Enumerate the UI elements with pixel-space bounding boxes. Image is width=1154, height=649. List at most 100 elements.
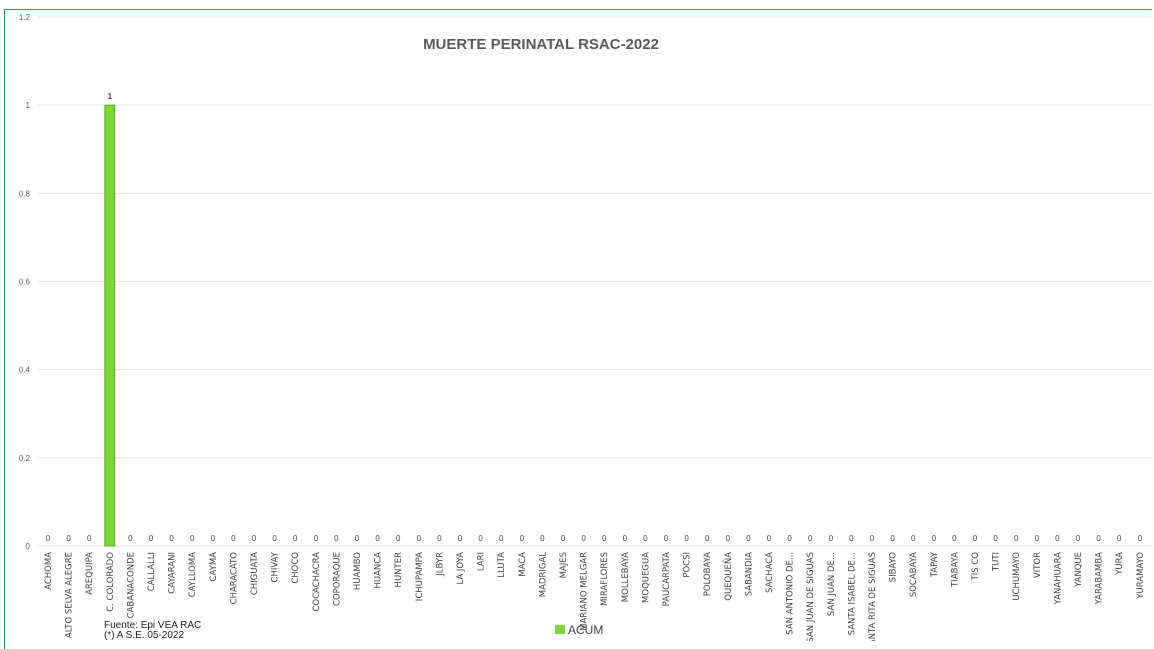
data-label: 0	[231, 534, 236, 543]
data-labels: 0 0 0 1 0 0 0 0 0 0 0 0 0 0 0 0 0 0 0 0 0 0 0 0 0 0 0 0 0 0 0 0 0 0 0 0 0 0 0 0…	[46, 92, 1143, 543]
data-label: 0	[664, 534, 669, 543]
data-label: 1	[108, 92, 113, 101]
x-tick-label: TIS CO	[971, 552, 981, 582]
data-label: 0	[252, 534, 257, 543]
data-label: 0	[643, 534, 648, 543]
data-label: 0	[726, 534, 731, 543]
x-tick-label: CAYLLOMA	[188, 552, 198, 597]
x-axis-ticks: ACHOMA ALTO SELVA ALEGRE AREQUIPA C. COLORA…	[44, 551, 1146, 641]
chart-frame	[4, 9, 1152, 649]
x-tick-label: CAYMA	[209, 552, 219, 582]
data-label: 0	[540, 534, 545, 543]
data-label: 0	[293, 534, 298, 543]
x-tick-label: MAJES	[559, 552, 569, 578]
data-label: 0	[829, 534, 834, 543]
legend-label: ACUM	[568, 623, 603, 637]
data-label: 0	[355, 534, 360, 543]
x-tick-label: C. COLORADO	[106, 552, 116, 612]
x-tick-label: SANTA ISABEL DE...	[847, 552, 857, 635]
data-label: 0	[849, 534, 854, 543]
source-note: Fuente: Epi VEA RAC	[104, 620, 201, 631]
data-label: 0	[478, 534, 483, 543]
x-tick-label: CHARACATO	[229, 552, 239, 605]
x-tick-label: POCSI	[683, 552, 693, 578]
data-label: 0	[87, 534, 92, 543]
legend-swatch	[555, 625, 565, 634]
data-label: 0	[46, 534, 51, 543]
x-tick-label: HUAMBO	[353, 552, 363, 590]
x-tick-label: MARIANO MELGAR	[580, 552, 590, 631]
x-tick-label: YURAMAYO	[1136, 552, 1146, 600]
data-label: 0	[458, 534, 463, 543]
data-label: 0	[169, 534, 174, 543]
x-tick-label: HUANCA	[374, 552, 384, 589]
data-label: 0	[1117, 534, 1122, 543]
x-tick-label: SAN JUAN DE SIGUAS	[806, 552, 816, 641]
x-tick-label: SIBAYO	[889, 552, 899, 583]
x-tick-label: MADRIGAL	[538, 552, 548, 598]
y-tick-label: 0.6	[19, 278, 31, 287]
period-note: (*) A S.E. 05-2022	[104, 630, 184, 641]
x-tick-label: LLUTA	[497, 552, 507, 578]
data-label: 0	[787, 534, 792, 543]
data-label: 0	[973, 534, 978, 543]
data-label: 0	[1014, 534, 1019, 543]
y-axis-ticks: 0 0.2 0.4 0.6 0.8 1 1.2	[19, 13, 31, 551]
data-label: 0	[66, 534, 71, 543]
x-tick-label: CAYARANI	[168, 552, 178, 594]
x-tick-label: MOQUEGUA	[641, 552, 651, 603]
x-tick-label: ACHOMA	[44, 552, 54, 590]
data-label: 0	[705, 534, 710, 543]
gridlines	[38, 16, 1152, 547]
data-label: 0	[149, 534, 154, 543]
data-label: 0	[952, 534, 957, 543]
data-label: 0	[417, 534, 422, 543]
data-label: 0	[602, 534, 607, 543]
x-tick-label: LARI	[477, 552, 487, 571]
data-label: 0	[396, 534, 401, 543]
y-tick-label: 0.8	[19, 189, 31, 198]
data-label: 0	[932, 534, 937, 543]
x-tick-label: HUNTER	[394, 552, 404, 588]
data-label: 0	[808, 534, 813, 543]
data-label: 0	[561, 534, 566, 543]
x-tick-label: JLBYR	[435, 552, 445, 577]
x-tick-label: CALLALLI	[147, 552, 157, 591]
y-tick-label: 0	[26, 542, 31, 551]
x-tick-label: TUTI	[992, 552, 1002, 572]
x-tick-label: CHIGUATA	[250, 552, 260, 595]
x-tick-label: SAN ANTONIO DE...	[786, 552, 796, 635]
data-label: 0	[890, 534, 895, 543]
x-tick-label: YANQUE	[1074, 552, 1084, 588]
data-label: 0	[993, 534, 998, 543]
data-label: 0	[375, 534, 380, 543]
data-label: 0	[334, 534, 339, 543]
x-tick-label: VITOR	[1033, 552, 1043, 578]
x-tick-label: SABANDIA	[744, 552, 754, 596]
data-label: 0	[767, 534, 772, 543]
data-label: 0	[272, 534, 277, 543]
x-tick-label: UCHUMAYO	[1012, 552, 1022, 601]
data-label: 0	[581, 534, 586, 543]
bars	[104, 104, 116, 547]
bar	[104, 104, 116, 547]
x-tick-label: MOLLEBAYA	[621, 552, 631, 602]
x-tick-label: AREQUIPA	[85, 552, 95, 595]
data-label: 0	[1035, 534, 1040, 543]
y-tick-label: 0.4	[19, 366, 31, 375]
x-tick-label: ICHUPAMPA	[415, 552, 425, 601]
x-tick-label: TAPAY	[930, 551, 940, 578]
y-tick-label: 0.2	[19, 454, 31, 463]
x-tick-label: TIABAYA	[950, 552, 960, 588]
x-tick-label: COPORAQUE	[332, 552, 342, 606]
data-label: 0	[437, 534, 442, 543]
x-tick-label: SAN JUAN DE...	[827, 552, 837, 616]
x-tick-label: SANTA RITA DE SIGUAS	[868, 552, 878, 641]
x-tick-label: PAUCARPATA	[662, 552, 672, 607]
x-tick-label: YURA	[1115, 552, 1125, 576]
data-label: 0	[870, 534, 875, 543]
data-label: 0	[911, 534, 916, 543]
x-tick-label: CHOCO	[291, 552, 301, 584]
x-tick-label: MACA	[518, 552, 528, 577]
